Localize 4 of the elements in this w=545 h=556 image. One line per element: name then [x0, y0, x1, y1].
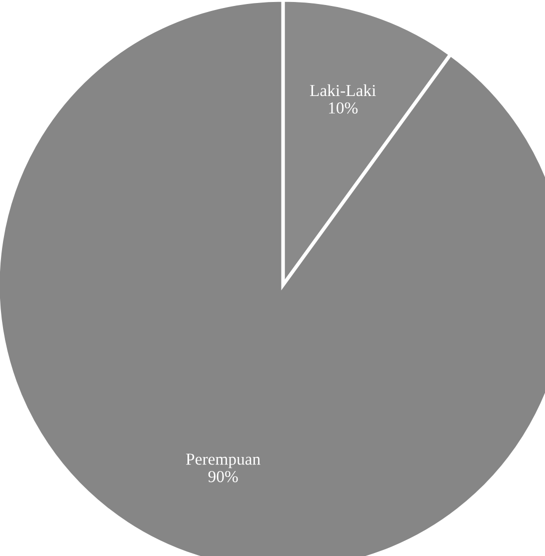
- slice-label: Perempuan: [186, 454, 260, 468]
- data-label: 90%: [208, 470, 238, 482]
- data-label: 10%: [329, 102, 358, 114]
- slice-label: Laki-Laki: [310, 84, 376, 96]
